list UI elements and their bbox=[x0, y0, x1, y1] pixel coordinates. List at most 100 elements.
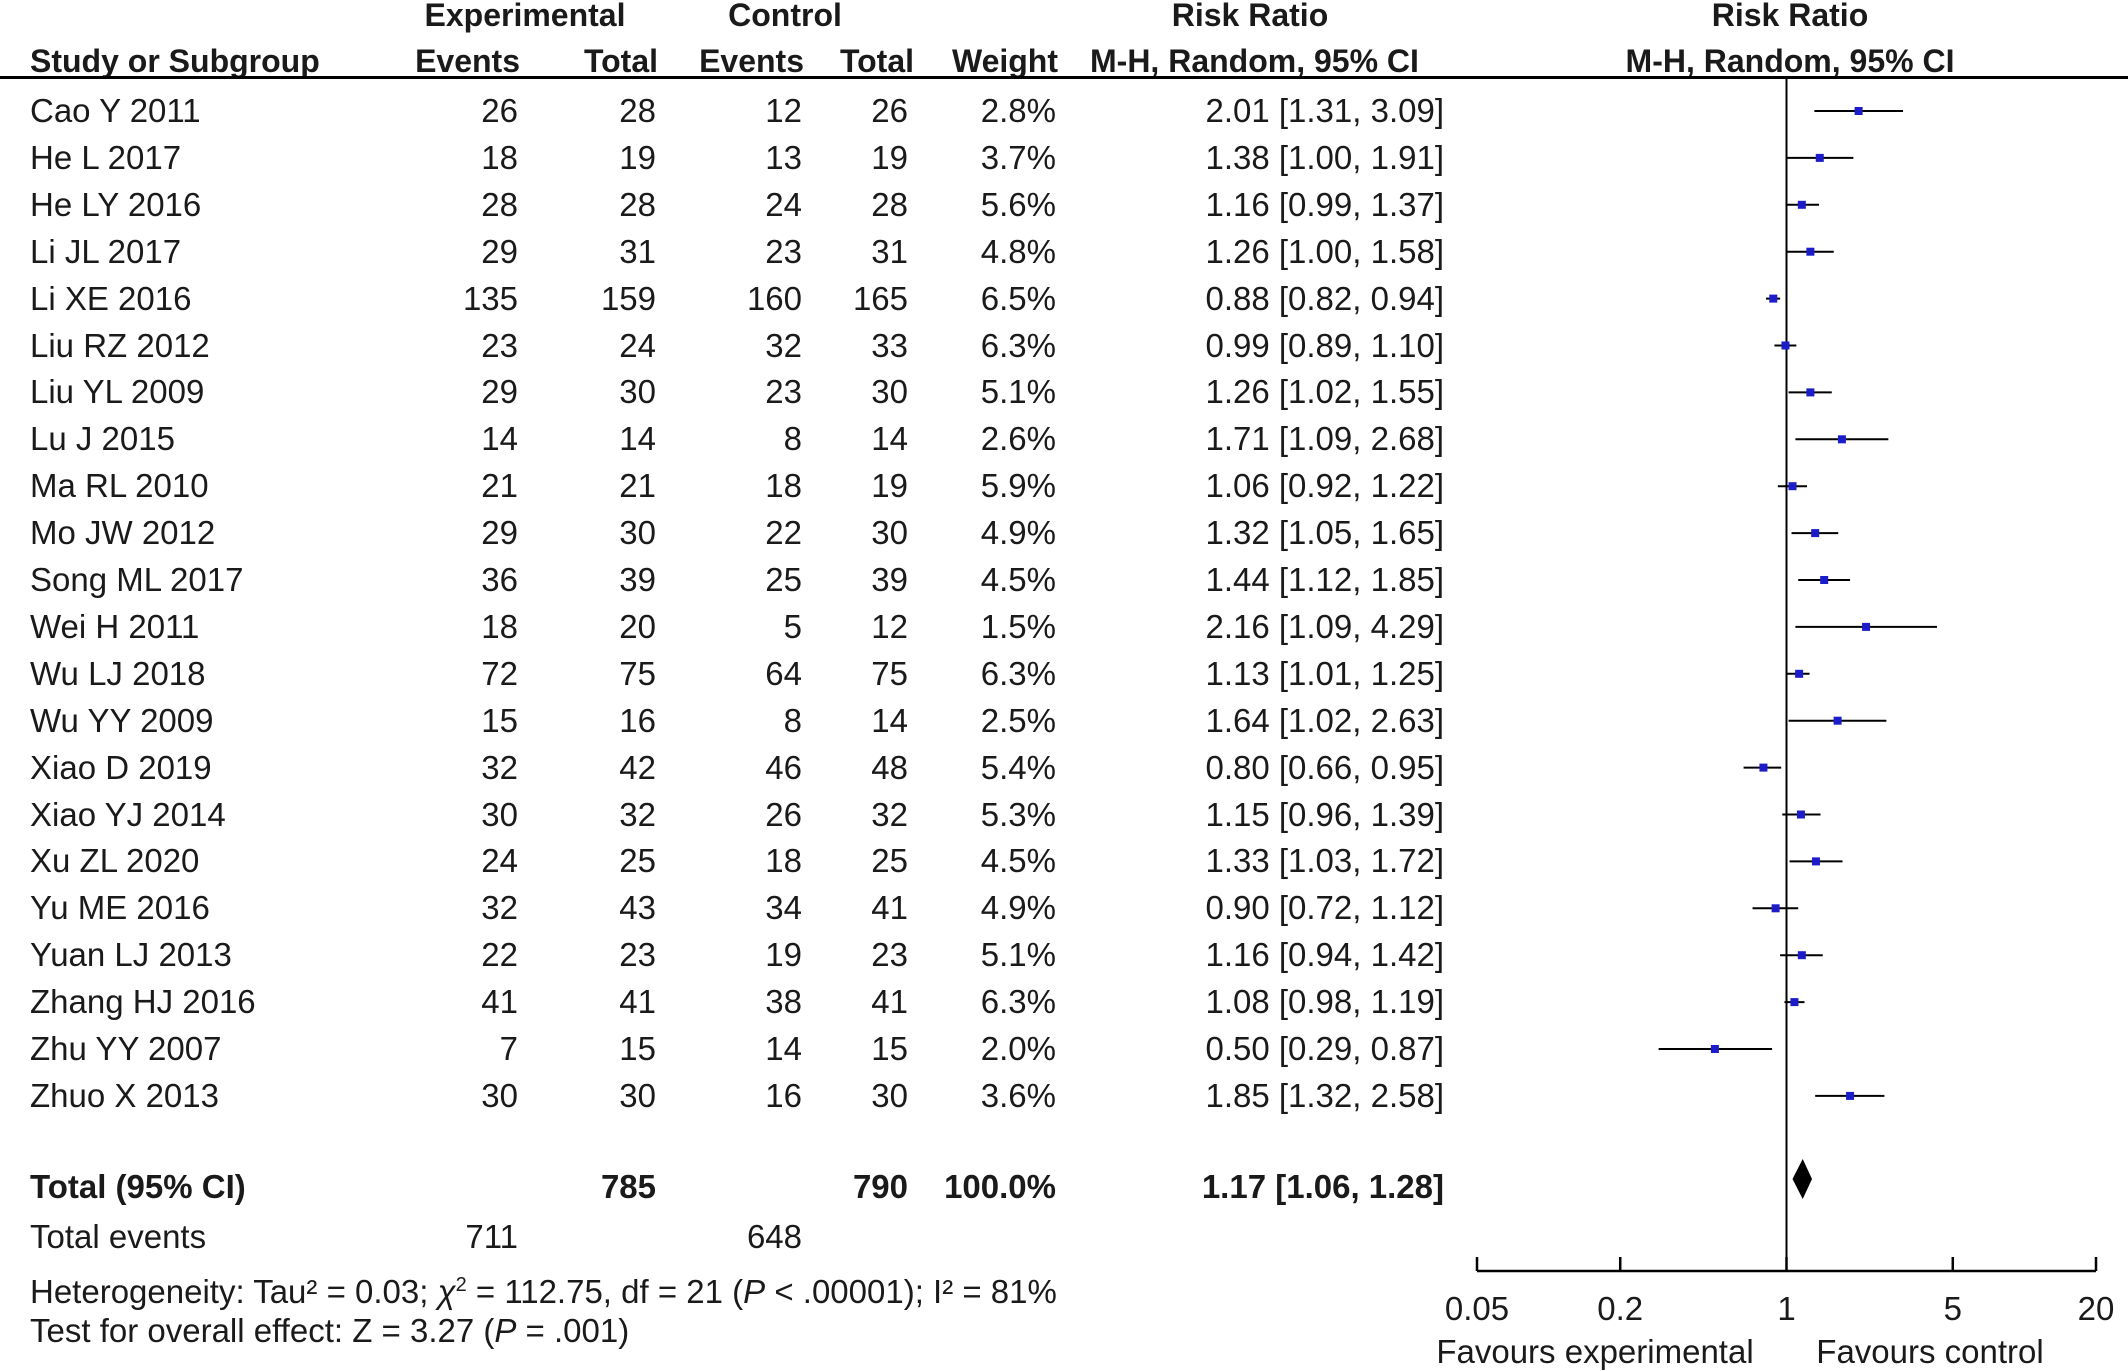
point-estimate-marker bbox=[1797, 951, 1806, 960]
exp-total-cell: 41 bbox=[619, 983, 656, 1021]
exp-total-cell: 15 bbox=[619, 1030, 656, 1067]
weight-cell: 2.0% bbox=[980, 1030, 1056, 1067]
study-name: Zhuo X 2013 bbox=[30, 1076, 219, 1114]
ctl-total-cell: 23 bbox=[871, 936, 908, 974]
ctl-total-cell: 165 bbox=[852, 279, 908, 317]
risk-ratio-plot-header: Risk Ratio bbox=[1711, 0, 1869, 33]
weight-cell: 1.5% bbox=[980, 607, 1056, 645]
study-name: Yu ME 2016 bbox=[30, 889, 210, 927]
point-estimate-marker bbox=[1854, 107, 1863, 115]
weight-cell: 6.3% bbox=[980, 326, 1056, 364]
exp-events-cell: 41 bbox=[481, 983, 518, 1021]
point-estimate-marker bbox=[1815, 153, 1824, 162]
study-name: Mo JW 2012 bbox=[30, 514, 216, 552]
ctl-events-cell: 8 bbox=[783, 701, 802, 739]
ctl-events-cell: 23 bbox=[765, 232, 802, 270]
ctl-events-cell: 5 bbox=[783, 607, 802, 645]
control-group-header: Control bbox=[728, 0, 842, 33]
ctl-total-cell: 30 bbox=[871, 1076, 908, 1114]
exp-events-cell: 29 bbox=[481, 232, 518, 270]
ctl-total-cell: 28 bbox=[871, 185, 908, 223]
ctl-total-cell: 25 bbox=[871, 842, 908, 880]
risk-ratio-cell: 1.15 [0.96, 1.39] bbox=[1205, 795, 1444, 833]
study-name: Xu ZL 2020 bbox=[30, 842, 200, 880]
study-name: Song ML 2017 bbox=[30, 561, 244, 598]
ctl-events-cell: 64 bbox=[765, 654, 802, 692]
ctl-total-cell: 14 bbox=[871, 701, 908, 739]
ctl-events-cell: 16 bbox=[765, 1076, 802, 1114]
weight-cell: 5.9% bbox=[980, 467, 1056, 505]
pooled-estimate-diamond bbox=[1792, 1159, 1813, 1199]
ctl-total-cell: 39 bbox=[871, 561, 908, 598]
exp-total-cell: 14 bbox=[619, 420, 656, 458]
study-name: Wu LJ 2018 bbox=[30, 654, 206, 692]
weight-cell: 3.6% bbox=[980, 1076, 1056, 1114]
point-estimate-marker bbox=[1820, 576, 1829, 584]
exp-total-cell: 31 bbox=[619, 232, 656, 270]
exp-total-cell: 30 bbox=[619, 1076, 656, 1114]
risk-ratio-cell: 1.16 [0.99, 1.37] bbox=[1205, 185, 1444, 223]
ctl-total-cell: 41 bbox=[871, 889, 908, 927]
exp-total-cell: 25 bbox=[619, 842, 656, 880]
risk-ratio-cell: 1.26 [1.02, 1.55] bbox=[1205, 373, 1444, 411]
ctl-events-header: Events bbox=[699, 43, 804, 79]
exp-events-header: Events bbox=[415, 43, 520, 79]
exp-events-cell: 30 bbox=[481, 795, 518, 833]
exp-total-cell: 24 bbox=[619, 326, 656, 364]
ctl-total-cell: 33 bbox=[871, 326, 908, 364]
risk-ratio-cell: 0.80 [0.66, 0.95] bbox=[1205, 748, 1444, 786]
exp-events-cell: 135 bbox=[462, 279, 518, 317]
weight-cell: 6.3% bbox=[980, 654, 1056, 692]
study-name: Cao Y 2011 bbox=[30, 92, 201, 129]
weight-cell: 4.5% bbox=[980, 561, 1056, 598]
exp-total-cell: 43 bbox=[619, 889, 656, 927]
x-axis-tick-label: 1 bbox=[1777, 1290, 1795, 1327]
weight-cell: 6.3% bbox=[980, 983, 1056, 1021]
ctl-events-cell: 18 bbox=[765, 842, 802, 880]
risk-ratio-cell: 1.32 [1.05, 1.65] bbox=[1205, 514, 1444, 552]
exp-events-cell: 15 bbox=[481, 701, 518, 739]
ctl-total-cell: 14 bbox=[871, 420, 908, 458]
exp-total-cell: 19 bbox=[619, 138, 656, 176]
ctl-events-cell: 22 bbox=[765, 514, 802, 552]
point-estimate-marker bbox=[1862, 622, 1871, 631]
exp-total-cell: 16 bbox=[619, 701, 656, 739]
heterogeneity-post: < .00001); I² = 81% bbox=[765, 1273, 1057, 1310]
risk-ratio-cell: 1.64 [1.02, 2.63] bbox=[1205, 701, 1444, 739]
exp-total-cell: 28 bbox=[619, 185, 656, 223]
ctl-events-cell: 13 bbox=[765, 138, 802, 176]
exp-events-cell: 28 bbox=[481, 185, 518, 223]
risk-ratio-cell: 1.16 [0.94, 1.42] bbox=[1205, 936, 1444, 974]
exp-events-cell: 32 bbox=[481, 889, 518, 927]
exp-total-cell: 21 bbox=[619, 467, 656, 505]
risk-ratio-cell: 2.01 [1.31, 3.09] bbox=[1205, 92, 1444, 129]
point-estimate-marker bbox=[1710, 1045, 1719, 1053]
study-name: Xiao YJ 2014 bbox=[30, 795, 226, 833]
exp-events-cell: 26 bbox=[481, 92, 518, 129]
exp-total-cell: 75 bbox=[619, 654, 656, 692]
overall-pre: Test for overall effect: Z = 3.27 ( bbox=[30, 1312, 495, 1349]
point-estimate-marker bbox=[1781, 341, 1790, 350]
exp-total-cell: 159 bbox=[600, 279, 656, 317]
heterogeneity-text: Heterogeneity: Tau² = 0.03; χ2 = 112.75,… bbox=[30, 1266, 1057, 1311]
point-estimate-marker bbox=[1795, 669, 1804, 678]
ctl-total-header: Total bbox=[839, 43, 914, 79]
risk-ratio-cell: 0.99 [0.89, 1.10] bbox=[1205, 326, 1444, 364]
heterogeneity-mid: = 112.75, df = 21 ( bbox=[466, 1273, 744, 1310]
total-weight: 100.0% bbox=[944, 1168, 1056, 1205]
method-plot-header: M-H, Random, 95% CI bbox=[1625, 43, 1955, 79]
ctl-events-cell: 12 bbox=[765, 92, 802, 129]
risk-ratio-cell: 0.50 [0.29, 0.87] bbox=[1205, 1030, 1444, 1067]
ctl-total-cell: 30 bbox=[871, 514, 908, 552]
risk-ratio-cell: 1.26 [1.00, 1.58] bbox=[1205, 232, 1444, 270]
risk-ratio-cell: 1.44 [1.12, 1.85] bbox=[1205, 561, 1444, 598]
x-axis-tick-label: 0.05 bbox=[1445, 1290, 1509, 1327]
exp-events-cell: 21 bbox=[481, 467, 518, 505]
risk-ratio-cell: 1.06 [0.92, 1.22] bbox=[1205, 467, 1444, 505]
exp-total-header: Total bbox=[583, 43, 658, 79]
point-estimate-marker bbox=[1846, 1091, 1855, 1100]
ctl-total-cell: 15 bbox=[871, 1030, 908, 1067]
ctl-events-cell: 14 bbox=[765, 1030, 802, 1067]
risk-ratio-cell: 1.38 [1.00, 1.91] bbox=[1205, 138, 1444, 176]
total-exp-total: 785 bbox=[600, 1168, 656, 1205]
